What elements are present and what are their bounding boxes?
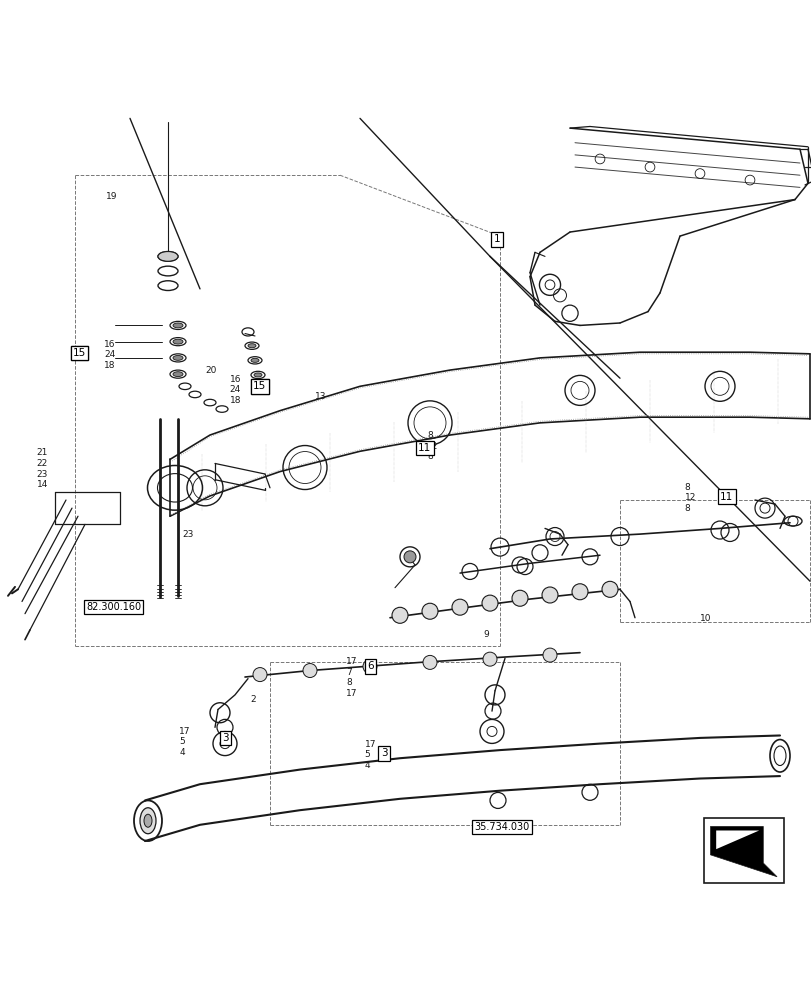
Text: 8: 8 (427, 452, 432, 461)
Text: 3: 3 (380, 748, 387, 758)
Text: 9: 9 (483, 630, 488, 639)
Text: 6: 6 (367, 661, 373, 671)
Text: 10: 10 (699, 614, 710, 623)
Ellipse shape (254, 373, 262, 377)
Bar (703, 818, 783, 883)
Ellipse shape (139, 808, 156, 834)
Circle shape (392, 607, 407, 623)
Text: 5: 5 (364, 750, 370, 759)
Text: 3: 3 (222, 733, 229, 743)
Text: 20: 20 (205, 366, 217, 375)
Ellipse shape (158, 252, 178, 261)
Text: 5: 5 (179, 737, 185, 746)
Text: 17: 17 (364, 740, 375, 749)
Text: 14: 14 (36, 480, 48, 489)
Text: 18: 18 (230, 396, 241, 405)
Text: 21: 21 (36, 448, 48, 457)
Circle shape (571, 584, 587, 600)
Text: 8: 8 (345, 678, 351, 687)
Text: 15: 15 (253, 381, 266, 391)
Text: 8: 8 (684, 483, 689, 492)
Text: 19: 19 (105, 192, 117, 201)
Circle shape (363, 659, 376, 673)
Text: 15: 15 (73, 348, 86, 358)
Circle shape (512, 590, 527, 606)
Circle shape (303, 664, 316, 678)
Ellipse shape (251, 358, 259, 362)
Text: 4: 4 (179, 748, 185, 757)
Polygon shape (710, 826, 776, 877)
Text: 15: 15 (73, 348, 86, 358)
Ellipse shape (247, 344, 255, 348)
Text: 23: 23 (182, 530, 194, 539)
Ellipse shape (173, 323, 182, 328)
Text: 15: 15 (253, 381, 266, 391)
Text: 16: 16 (104, 340, 115, 349)
Ellipse shape (173, 339, 182, 344)
Text: 18: 18 (104, 361, 115, 370)
Circle shape (404, 551, 415, 563)
Text: 82.300.160: 82.300.160 (86, 602, 141, 612)
Text: 17: 17 (179, 727, 191, 736)
Text: 22: 22 (36, 459, 48, 468)
Text: 24: 24 (104, 350, 115, 359)
Text: 35.734.030: 35.734.030 (474, 822, 529, 832)
Circle shape (543, 648, 556, 662)
Circle shape (422, 603, 437, 619)
Text: 7: 7 (345, 668, 351, 677)
Circle shape (452, 599, 467, 615)
Text: 17: 17 (345, 657, 357, 666)
Circle shape (541, 587, 557, 603)
Text: 11: 11 (418, 443, 431, 453)
Ellipse shape (173, 372, 182, 377)
Text: 8: 8 (684, 504, 689, 513)
Circle shape (423, 655, 436, 669)
Circle shape (253, 668, 267, 682)
Text: 16: 16 (230, 375, 241, 384)
Text: 8: 8 (427, 431, 432, 440)
Text: 13: 13 (315, 392, 326, 401)
Text: 12: 12 (684, 493, 695, 502)
Text: 24: 24 (230, 385, 241, 394)
Text: 2: 2 (250, 695, 255, 704)
Polygon shape (715, 830, 758, 849)
Circle shape (483, 652, 496, 666)
Text: 1: 1 (493, 234, 500, 244)
Circle shape (482, 595, 497, 611)
Ellipse shape (173, 355, 182, 360)
Text: 4: 4 (364, 761, 370, 770)
Circle shape (601, 581, 617, 597)
Text: 23: 23 (36, 470, 48, 479)
Text: 17: 17 (345, 689, 357, 698)
Ellipse shape (144, 814, 152, 827)
Text: 12: 12 (427, 442, 438, 451)
Ellipse shape (255, 388, 264, 392)
Text: 11: 11 (719, 492, 732, 502)
